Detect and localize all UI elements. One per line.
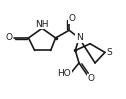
- Text: O: O: [88, 74, 95, 83]
- Text: O: O: [5, 33, 12, 42]
- Text: HO: HO: [57, 69, 71, 78]
- Text: O: O: [69, 14, 76, 23]
- Text: N: N: [76, 33, 82, 42]
- Text: NH: NH: [35, 20, 49, 29]
- Text: S: S: [106, 48, 112, 57]
